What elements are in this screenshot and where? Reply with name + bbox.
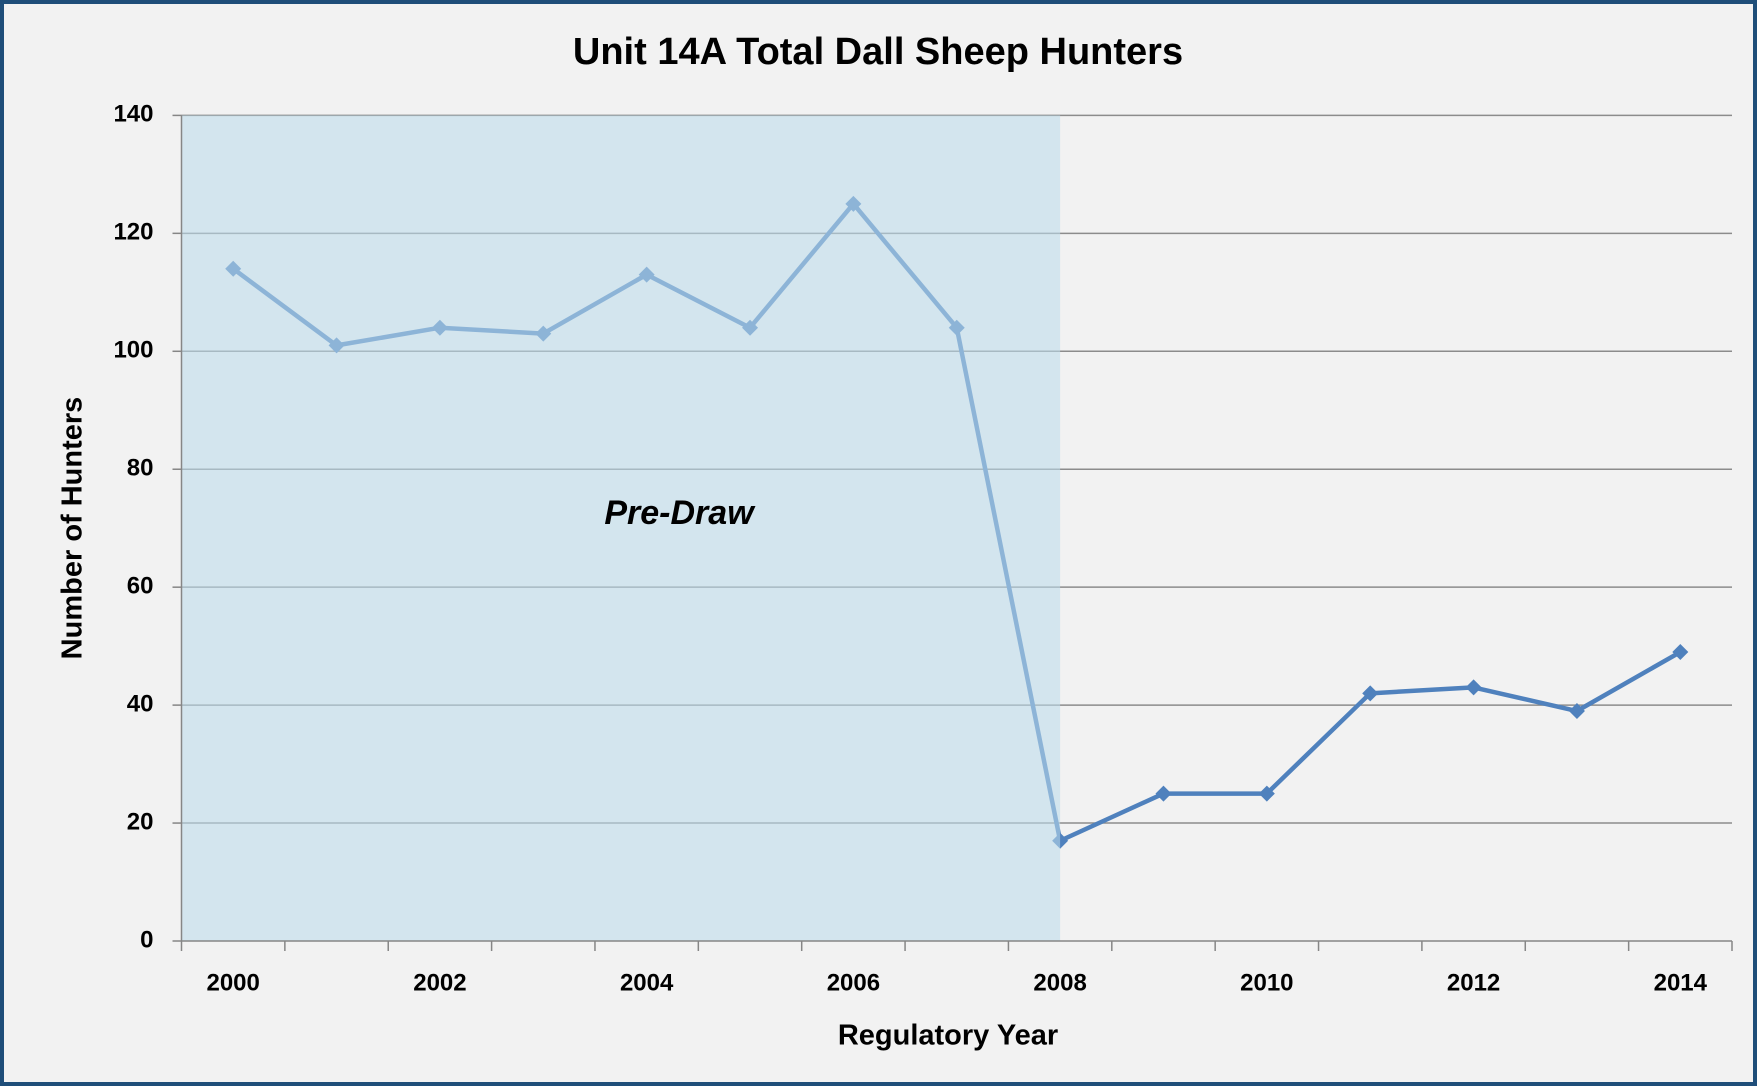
y-tick-label: 20 [127,808,154,835]
y-axis-label: Number of Hunters [57,397,89,660]
x-tick-label: 2008 [1033,969,1086,996]
x-tick-label: 2000 [206,969,259,996]
y-tick-label: 100 [113,337,153,364]
shaded-region [181,115,1061,941]
x-tick-label: 2010 [1240,969,1293,996]
y-tick-label: 140 [113,101,153,128]
annotation: Pre-Draw [604,494,756,532]
marker [1362,685,1379,702]
marker [1465,679,1482,696]
y-tick-label: 60 [127,573,154,600]
x-axis-label: Regulatory Year [838,1020,1058,1052]
marker [1672,644,1689,661]
marker [1258,785,1275,802]
x-tick-label: 2014 [1654,969,1708,996]
y-tick-label: 40 [127,690,154,717]
x-tick-label: 2012 [1447,969,1500,996]
chart-title: Unit 14A Total Dall Sheep Hunters [573,31,1183,73]
x-tick-label: 2002 [413,969,466,996]
y-tick-label: 80 [127,455,154,482]
marker [1155,785,1172,802]
y-tick-label: 120 [113,219,153,246]
y-tick-label: 0 [140,926,153,953]
x-tick-label: 2004 [620,969,674,996]
x-tick-label: 2006 [827,969,880,996]
marker [1568,703,1585,720]
